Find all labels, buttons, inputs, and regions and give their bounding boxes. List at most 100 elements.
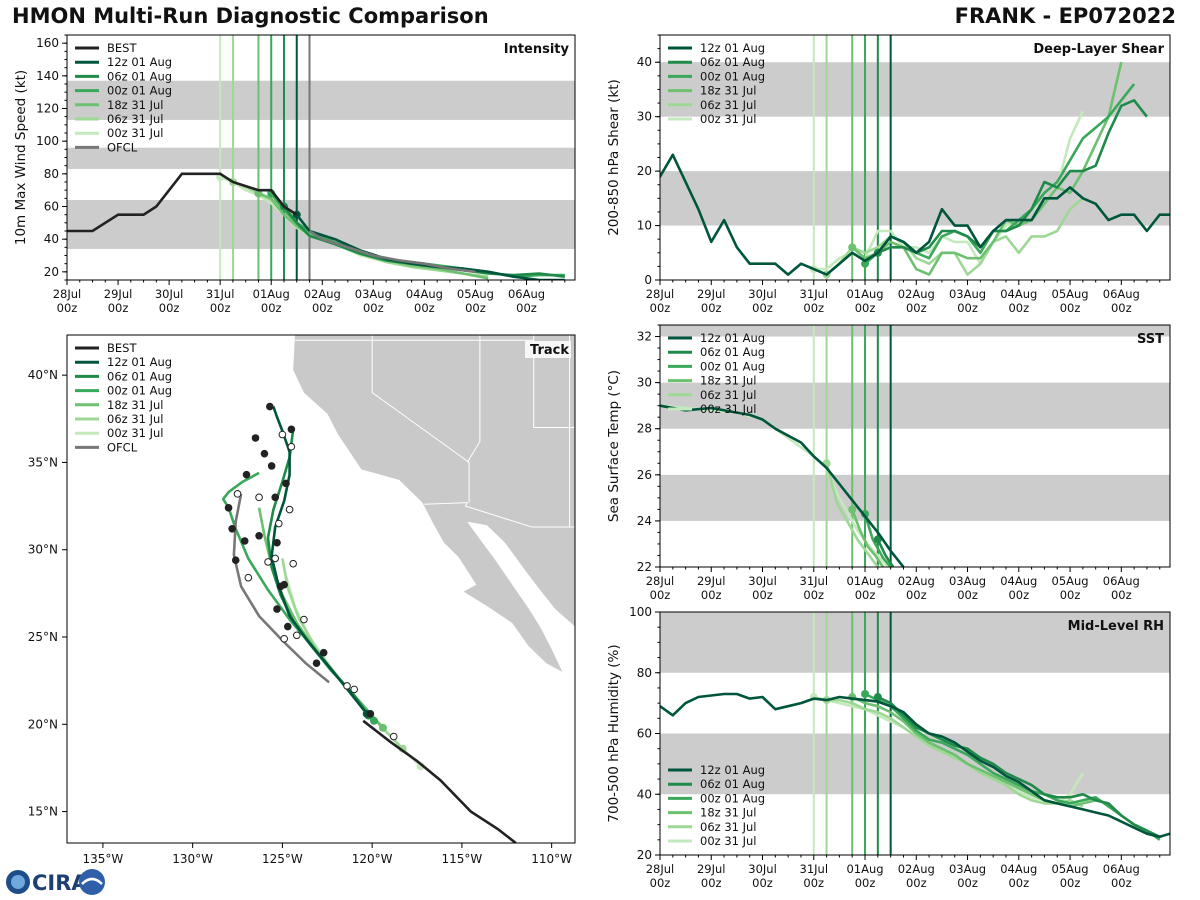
x-tick-label: 00z (1111, 588, 1132, 602)
x-tick-label: 29Jul (104, 287, 133, 301)
series-marker (643, 702, 651, 710)
track-position-marker (389, 732, 398, 741)
panel-title: SST (1137, 332, 1164, 347)
x-tick-label: 00z (957, 301, 978, 315)
x-tick-label: 29Jul (697, 574, 726, 588)
plot-area (67, 35, 575, 280)
x-tick-label: 00z (701, 588, 722, 602)
legend-label: 06z 01 Aug (700, 55, 765, 69)
x-tick-label: 00z (752, 301, 773, 315)
panel-rh: 2040608010028Jul00z29Jul00z30Jul00z31Jul… (606, 605, 1171, 890)
y-axis-label: 200-850 hPa Shear (kt) (606, 79, 622, 236)
shaded-band (660, 612, 1170, 673)
x-tick-label: 31Jul (800, 574, 829, 588)
y-tick-label: 24 (637, 514, 652, 528)
track-start-marker (378, 723, 387, 732)
x-tick-label: 03Aug (355, 287, 392, 301)
legend-label: 12z 01 Aug (107, 55, 172, 69)
x-tick-label: 31Jul (800, 862, 829, 876)
x-tick-label: 05Aug (1052, 862, 1089, 876)
plot-area (643, 325, 1170, 567)
x-tick-label: 04Aug (1000, 287, 1037, 301)
track-position-marker (271, 554, 280, 563)
plot-frame (659, 324, 1171, 568)
legend-label: OFCL (107, 440, 138, 454)
track-position-marker (233, 490, 242, 498)
legend-label: 06z 31 Jul (700, 820, 757, 834)
x-tick-label: 03Aug (949, 574, 986, 588)
lat-tick-label: 35°N (28, 455, 58, 469)
y-axis-label: 700-500 hPa Humidity (%) (606, 644, 622, 822)
x-tick-label: 01Aug (253, 287, 290, 301)
track-position-marker (266, 402, 274, 411)
x-tick-label: 30Jul (748, 287, 777, 301)
x-tick-label: 00z (210, 301, 231, 315)
y-axis-label: Sea Surface Temp (°C) (606, 370, 622, 522)
cira-logo-text: CIRA (32, 871, 88, 895)
series-line (660, 153, 1170, 276)
y-tick-label: 32 (637, 330, 652, 344)
x-tick-label: 30Jul (155, 287, 184, 301)
legend-label: 00z 01 Aug (700, 69, 765, 83)
track-position-marker (280, 634, 289, 643)
shaded-band (660, 62, 1170, 117)
lon-tick-label: 115°W (442, 852, 483, 866)
x-tick-label: 00z (752, 588, 773, 602)
y-tick-label: 30 (637, 376, 652, 390)
legend-label: 00z 01 Aug (700, 791, 765, 805)
lat-tick-label: 15°N (28, 805, 58, 819)
lat-tick-label: 25°N (28, 630, 58, 644)
figure-title: HMON Multi-Run Diagnostic Comparison (12, 4, 489, 28)
x-tick-label: 00z (1060, 876, 1081, 890)
x-tick-label: 28Jul (646, 287, 675, 301)
x-tick-label: 00z (650, 588, 671, 602)
map-frame (66, 334, 576, 844)
series-marker (643, 404, 651, 412)
x-tick-label: 01Aug (846, 862, 883, 876)
series-line (877, 99, 1148, 255)
x-tick-label: 00z (159, 301, 180, 315)
y-tick-label: 100 (36, 134, 59, 148)
x-tick-label: 30Jul (748, 862, 777, 876)
panel-intensity: 2040608010012014016028Jul00z29Jul00z30Ju… (13, 34, 576, 315)
x-tick-label: 00z (906, 301, 927, 315)
lat-tick-label: 20°N (28, 717, 58, 731)
series-line (850, 508, 885, 567)
panel-title: Track (530, 343, 569, 358)
y-tick-label: 140 (36, 69, 59, 83)
legend-label: 06z 01 Aug (700, 345, 765, 359)
y-tick-label: 10 (637, 219, 652, 233)
y-tick-label: 26 (637, 468, 652, 482)
x-tick-label: 03Aug (949, 287, 986, 301)
legend-label: 06z 31 Jul (700, 388, 757, 402)
panel-track: 135°W 130°W 125°W 120°W 115°W 110°W 15°N 20°N 25… (28, 334, 576, 866)
x-tick-label: 00z (1060, 301, 1081, 315)
track-position-marker (224, 504, 233, 512)
x-tick-label: 00z (516, 301, 537, 315)
track-position-marker (255, 531, 263, 540)
track-position-marker (287, 425, 296, 434)
y-tick-label: 0 (644, 273, 652, 287)
x-tick-label: 00z (855, 301, 876, 315)
x-tick-label: 01Aug (846, 287, 883, 301)
shaded-band (660, 382, 1170, 429)
track-position-marker (271, 493, 280, 502)
x-tick-label: 06Aug (1103, 287, 1140, 301)
x-tick-label: 00z (108, 301, 129, 315)
y-tick-label: 80 (44, 167, 59, 181)
x-tick-label: 04Aug (1000, 862, 1037, 876)
x-tick-label: 06Aug (508, 287, 545, 301)
x-tick-label: 05Aug (1052, 287, 1089, 301)
track-position-marker (275, 519, 283, 528)
shaded-band (660, 733, 1170, 795)
y-tick-label: 40 (637, 787, 652, 801)
legend-label: BEST (107, 41, 137, 55)
legend-label: OFCL (107, 140, 138, 154)
track-position-marker (282, 479, 290, 488)
track-position-marker (312, 659, 321, 667)
shaded-band (67, 147, 575, 169)
title-background (525, 341, 571, 358)
x-tick-label: 00z (1008, 301, 1029, 315)
legend-label: 12z 01 Aug (107, 355, 172, 369)
series-line (295, 213, 565, 280)
